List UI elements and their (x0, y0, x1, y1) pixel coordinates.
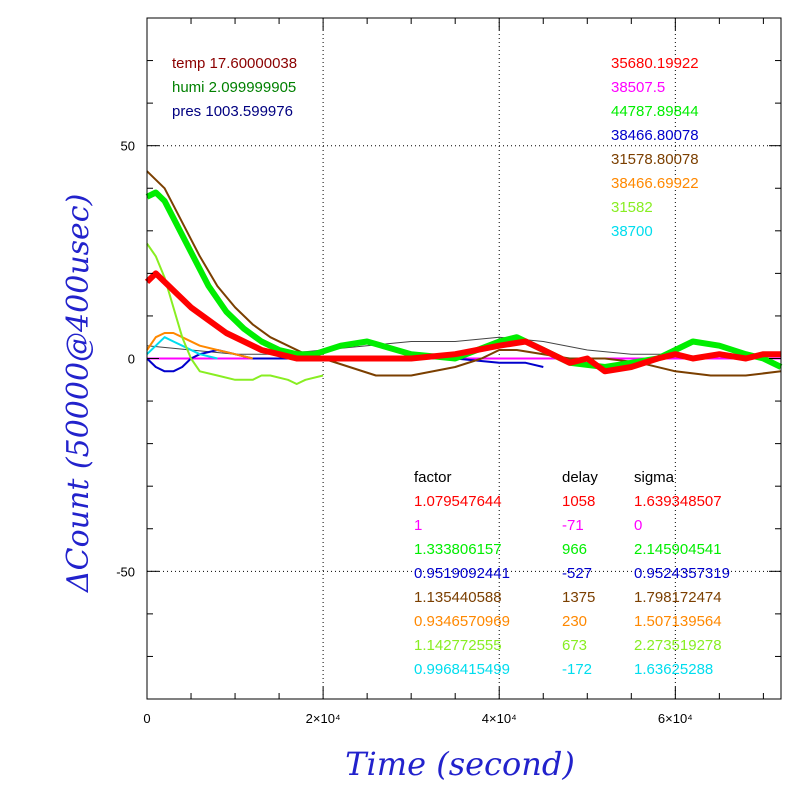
environment-label: pres 1003.599976 (172, 103, 293, 120)
legend-entry: 44787.89844 (611, 103, 699, 120)
legend-entry: 38507.5 (611, 79, 665, 96)
y-tick-label: 0 (128, 352, 135, 367)
table-sigma-cell: 0.9524357319 (634, 565, 730, 582)
table-delay-cell: -71 (562, 517, 584, 534)
series-line (146, 243, 324, 385)
fit-parameter-table: factor delay sigma 1.079547644 1058 1.6393… (414, 469, 730, 678)
legend-entry: 31578.80078 (611, 151, 699, 168)
y-axis-label: ΔCount (50000@400usec) (61, 194, 96, 593)
table-factor-cell: 1.079547644 (414, 493, 502, 510)
table-sigma-cell: 1.798172474 (634, 589, 722, 606)
table-sigma-cell: 1.507139564 (634, 613, 722, 630)
table-factor-cell: 1.333806157 (414, 541, 502, 558)
table-factor-cell: 1.142772555 (414, 637, 502, 654)
environment-labels: temp 17.60000038 humi 2.099999905 pres 100… (172, 55, 297, 120)
table-delay-cell: 230 (562, 613, 587, 630)
legend-entry: 38466.80078 (611, 127, 699, 144)
table-delay-cell: 1058 (562, 493, 595, 510)
table-delay-cell: 966 (562, 541, 587, 558)
table-header-delay: delay (562, 469, 598, 486)
y-tick-label: 50 (121, 139, 135, 154)
table-factor-cell: 0.9346570969 (414, 613, 510, 630)
table-delay-cell: -527 (562, 565, 592, 582)
y-tick-label: -50 (116, 564, 135, 579)
series-line (144, 270, 781, 375)
x-tick-label: 6×10⁴ (658, 711, 693, 726)
table-header-sigma: sigma (634, 469, 675, 486)
table-factor-cell: 0.9968415499 (414, 661, 510, 678)
series-line (145, 189, 783, 370)
series-lines (144, 170, 783, 385)
axis-tick-labels: 0 2×10⁴ 4×10⁴ 6×10⁴ 50 0 -50 (116, 139, 693, 726)
table-sigma-cell: 1.639348507 (634, 493, 722, 510)
legend-entry: 38700 (611, 223, 653, 240)
x-axis-label: Time (second) (345, 745, 575, 783)
axis-ticks (146, 17, 781, 700)
table-delay-cell: 1375 (562, 589, 595, 606)
x-tick-label: 2×10⁴ (306, 711, 341, 726)
table-factor-cell: 1 (414, 517, 422, 534)
table-sigma-cell: 0 (634, 517, 642, 534)
environment-label: temp 17.60000038 (172, 55, 297, 72)
table-sigma-cell: 2.145904541 (634, 541, 722, 558)
series-line (146, 336, 218, 360)
table-sigma-cell: 1.63625288 (634, 661, 713, 678)
table-delay-cell: -172 (562, 661, 592, 678)
legend-entry: 31582 (611, 199, 653, 216)
table-header-factor: factor (414, 469, 452, 486)
table-delay-cell: 673 (562, 637, 587, 654)
legend-entry: 38466.69922 (611, 175, 699, 192)
table-sigma-cell: 2.273519278 (634, 637, 722, 654)
legend-entry: 35680.19922 (611, 55, 699, 72)
x-tick-label: 4×10⁴ (482, 711, 517, 726)
environment-label: humi 2.099999905 (172, 79, 296, 96)
table-factor-cell: 1.135440588 (414, 589, 502, 606)
series-legend: 35680.19922 38507.5 44787.89844 38466.80078… (611, 55, 699, 240)
x-tick-label: 0 (143, 711, 150, 726)
table-factor-cell: 0.9519092441 (414, 565, 510, 582)
